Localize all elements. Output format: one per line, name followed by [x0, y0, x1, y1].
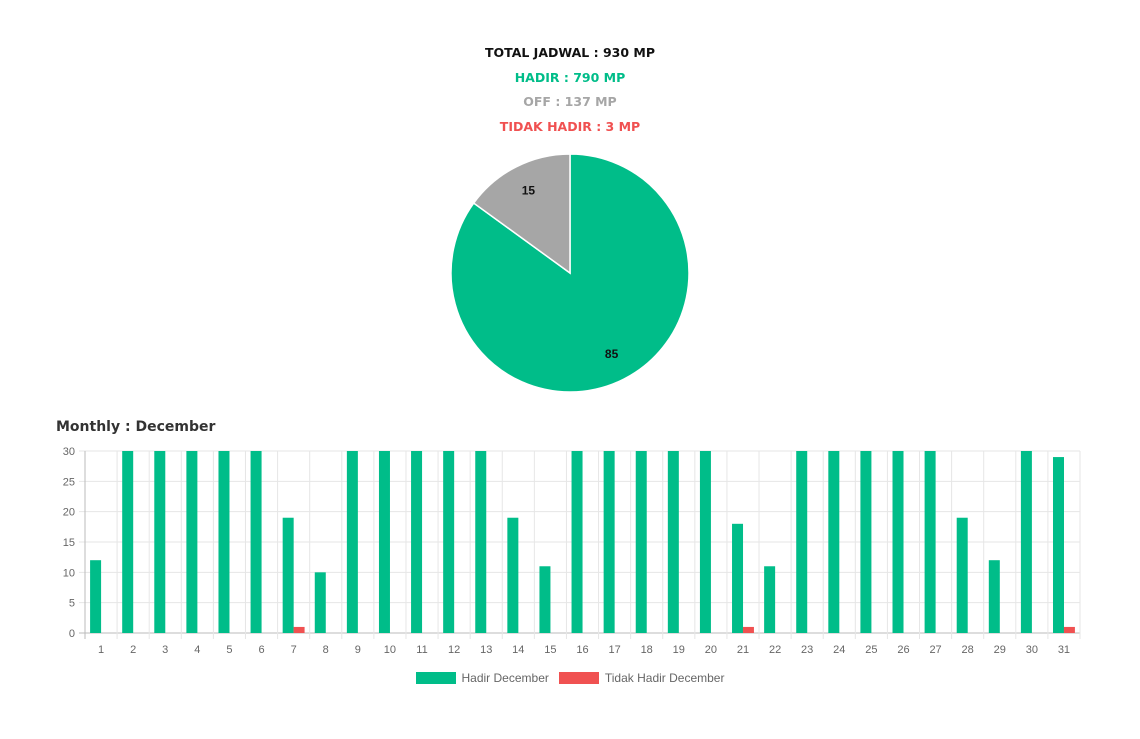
legend-swatch-hadir [415, 672, 456, 684]
y-tick-label: 5 [69, 598, 75, 610]
legend-item-hadir[interactable]: Hadir December [415, 671, 549, 685]
bar-hadir-day-14[interactable] [507, 517, 519, 633]
x-tick-label: 2 [130, 644, 136, 656]
bar-hadir-day-15[interactable] [539, 566, 551, 633]
y-tick-label: 0 [69, 628, 75, 640]
bar-hadir-day-16[interactable] [571, 451, 583, 633]
x-tick-label: 12 [448, 644, 460, 656]
x-tick-label: 19 [673, 644, 685, 656]
pie-label-hadir: 85 [605, 347, 619, 361]
y-tick-label: 10 [63, 567, 75, 579]
summary-total: TOTAL JADWAL : 930 MP [484, 45, 655, 60]
x-tick-label: 29 [994, 644, 1006, 656]
x-tick-label: 23 [801, 644, 813, 656]
x-tick-label: 7 [291, 644, 297, 656]
bar-tidak-hadir-day-21[interactable] [742, 626, 754, 633]
bar-hadir-day-26[interactable] [892, 451, 904, 633]
pie-label-off: 15 [522, 184, 536, 198]
y-tick-label: 30 [63, 446, 75, 458]
x-tick-label: 3 [162, 644, 168, 656]
x-tick-label: 6 [258, 644, 264, 656]
bar-hadir-day-8[interactable] [314, 572, 326, 633]
bar-hadir-day-18[interactable] [635, 451, 647, 633]
bar-hadir-day-25[interactable] [860, 451, 872, 633]
bar-hadir-day-22[interactable] [764, 566, 776, 633]
bar-hadir-day-19[interactable] [667, 451, 679, 633]
attendance-pie-chart: 85 15 [450, 153, 690, 393]
x-tick-label: 15 [544, 644, 556, 656]
bar-hadir-day-30[interactable] [1020, 451, 1032, 633]
pie-slice-off[interactable] [472, 153, 571, 275]
x-tick-label: 18 [641, 644, 653, 656]
bar-hadir-day-27[interactable] [924, 451, 936, 633]
y-tick-label: 25 [63, 476, 75, 488]
bar-hadir-day-28[interactable] [956, 517, 968, 633]
bar-hadir-day-20[interactable] [699, 451, 711, 633]
monthly-chart-title: Monthly : December [56, 419, 216, 435]
bar-tidak-hadir-day-31[interactable] [1063, 626, 1075, 633]
x-tick-label: 20 [705, 644, 717, 656]
x-tick-label: 16 [576, 644, 588, 656]
summary-hadir: HADIR : 790 MP [514, 70, 626, 85]
summary-tidak-hadir: TIDAK HADIR : 3 MP [499, 119, 641, 134]
bar-chart-legend: Hadir December Tidak Hadir December [0, 671, 1140, 685]
legend-item-tidak-hadir[interactable]: Tidak Hadir December [558, 671, 725, 685]
y-tick-label: 15 [63, 537, 75, 549]
x-tick-label: 13 [480, 644, 492, 656]
y-tick-label: 20 [63, 507, 75, 519]
bar-hadir-day-2[interactable] [122, 451, 134, 633]
bar-hadir-day-21[interactable] [732, 523, 744, 633]
bar-hadir-day-12[interactable] [443, 451, 455, 633]
x-tick-label: 10 [384, 644, 396, 656]
legend-label-tidak-hadir: Tidak Hadir December [604, 671, 725, 685]
x-tick-label: 9 [355, 644, 361, 656]
x-tick-label: 24 [833, 644, 845, 656]
x-tick-label: 27 [929, 644, 941, 656]
bar-hadir-day-9[interactable] [346, 451, 358, 633]
x-tick-label: 26 [897, 644, 909, 656]
bar-tidak-hadir-day-7[interactable] [293, 626, 305, 633]
x-tick-label: 21 [737, 644, 749, 656]
bar-hadir-day-10[interactable] [378, 451, 390, 633]
bar-hadir-day-3[interactable] [154, 451, 166, 633]
x-tick-label: 5 [226, 644, 232, 656]
legend-label-hadir: Hadir December [461, 671, 549, 685]
bar-hadir-day-11[interactable] [411, 451, 423, 633]
bar-hadir-day-1[interactable] [90, 560, 102, 633]
bar-hadir-day-17[interactable] [603, 451, 615, 633]
bar-hadir-day-23[interactable] [796, 451, 808, 633]
x-tick-label: 4 [194, 644, 200, 656]
bar-hadir-day-29[interactable] [988, 560, 1000, 633]
x-tick-label: 22 [769, 644, 781, 656]
x-tick-label: 28 [962, 644, 974, 656]
bar-hadir-day-24[interactable] [828, 451, 840, 633]
x-tick-label: 8 [323, 644, 329, 656]
legend-swatch-tidak-hadir [558, 672, 599, 684]
x-tick-label: 17 [608, 644, 620, 656]
x-tick-label: 25 [865, 644, 877, 656]
x-tick-label: 11 [416, 644, 427, 656]
x-tick-label: 30 [1026, 644, 1038, 656]
x-tick-label: 14 [512, 644, 524, 656]
bar-hadir-day-6[interactable] [250, 451, 262, 633]
bar-hadir-day-5[interactable] [218, 451, 230, 633]
summary-off: OFF : 137 MP [523, 94, 617, 109]
x-tick-label: 31 [1058, 644, 1070, 656]
bar-hadir-day-4[interactable] [186, 451, 198, 633]
bar-hadir-day-13[interactable] [475, 451, 487, 633]
bar-hadir-day-31[interactable] [1052, 457, 1064, 633]
x-tick-label: 1 [98, 644, 104, 656]
bar-hadir-day-7[interactable] [282, 517, 294, 633]
